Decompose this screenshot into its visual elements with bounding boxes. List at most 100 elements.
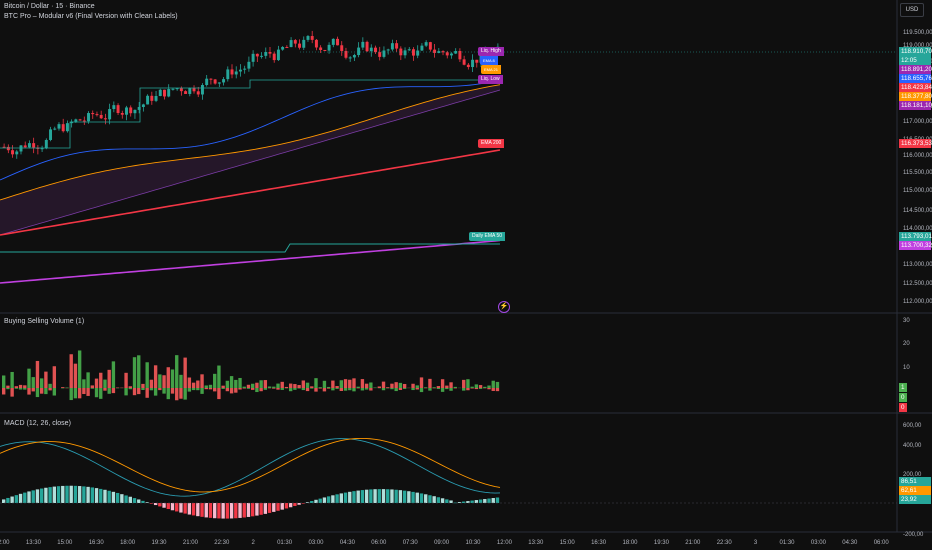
candle-body [57, 124, 61, 129]
candle-body [251, 53, 255, 62]
time-axis-tick: 16:30 [591, 540, 607, 546]
candle-body [314, 39, 318, 48]
volume-bar [196, 388, 200, 391]
volume-bar [94, 388, 99, 398]
volume-bar [263, 380, 268, 388]
macd-histogram-bar [162, 503, 166, 508]
macd-histogram-bar [453, 502, 457, 504]
price-axis-tick: 115.000,00 [903, 188, 932, 194]
macd-histogram-bar [221, 503, 225, 519]
macd-histogram-bar [487, 498, 491, 503]
volume-bar [166, 367, 170, 388]
volume-bar [305, 382, 310, 388]
candle-body [471, 59, 475, 68]
volume-bar [90, 385, 95, 388]
macd-histogram-bar [179, 503, 183, 513]
macd-histogram-bar [440, 498, 445, 503]
macd-histogram-bar [14, 495, 19, 503]
currency-button[interactable]: USD [900, 3, 924, 17]
macd-histogram-bar [196, 503, 200, 517]
volume-bar [326, 388, 331, 389]
candle-body [171, 88, 175, 90]
volume-bar [86, 388, 90, 396]
volume-bar [280, 381, 284, 388]
volume-bar [246, 388, 251, 389]
volume-bar [276, 383, 280, 388]
price-label-ema-magenta: 113.700,32 [899, 241, 932, 250]
macd-histogram-bar [466, 501, 470, 503]
volume-bar [364, 388, 369, 390]
candle-body [378, 52, 382, 57]
macd-histogram-bar [10, 496, 14, 503]
candle-body [268, 52, 272, 54]
ema-small-tag-2: EMA 21 [481, 65, 502, 74]
macd-histogram-bar [86, 486, 90, 503]
volume-bar [263, 388, 268, 390]
volume-bar [411, 388, 415, 391]
volume-bar [495, 388, 500, 392]
price-label-ema-red: 118.423,84 [899, 83, 932, 92]
price-label-daily-ema: 113.793,01 [899, 232, 932, 241]
volume-bar [449, 382, 453, 388]
volume-bar [272, 388, 276, 389]
macd-label-3: 23,92 [899, 495, 931, 504]
volume-bar [27, 388, 31, 395]
time-axis-tick: 16:30 [89, 540, 105, 546]
macd-histogram-bar [424, 494, 428, 503]
macd-panel-title[interactable]: MACD (12, 26, close) [4, 420, 71, 427]
macd-histogram-bar [82, 486, 86, 503]
volume-bar [398, 382, 403, 388]
volume-panel-title[interactable]: Buying Selling Volume (1) [4, 318, 85, 325]
volume-bar [69, 388, 73, 401]
candle-body [441, 51, 445, 53]
macd-histogram-bar [305, 502, 310, 503]
candle-body [352, 55, 356, 58]
macd-histogram-bar [432, 496, 436, 503]
volume-bar [246, 384, 251, 388]
volume-bar [145, 388, 149, 398]
volume-bar [428, 378, 432, 388]
candle-body [310, 36, 314, 40]
volume-bar [238, 388, 242, 390]
volume-bar [103, 388, 107, 391]
candle-body [40, 148, 44, 150]
macd-histogram-bar [381, 489, 386, 503]
volume-bar [495, 381, 500, 388]
volume-bar [179, 388, 183, 399]
symbol-title[interactable]: Bitcoin / Dollar · 15 · Binance [4, 3, 95, 10]
volume-bar [196, 380, 200, 388]
price-axis-tick: 114.500,00 [903, 208, 932, 214]
volume-bar [445, 385, 449, 388]
time-axis-tick: 07:30 [403, 540, 419, 546]
volume-bar [170, 388, 175, 394]
candle-body [230, 69, 234, 75]
volume-bar [424, 387, 428, 388]
volume-bar [217, 365, 221, 388]
lightning-icon[interactable]: ⚡ [498, 301, 510, 313]
volume-bar [318, 388, 322, 389]
candle-body [175, 88, 179, 90]
volume-bar [183, 357, 187, 388]
candle-body [125, 107, 128, 115]
price-axis-tick: 115.500,00 [903, 170, 932, 176]
volume-bar [352, 378, 356, 388]
indicator-title[interactable]: BTC Pro – Modular v6 (Final Version with… [4, 13, 178, 20]
candle-body [192, 87, 196, 92]
volume-bar [141, 383, 145, 388]
candle-body [319, 47, 323, 51]
volume-bar [124, 388, 128, 396]
volume-bar [348, 388, 352, 391]
volume-bar [234, 379, 238, 388]
volume-bar [462, 388, 466, 391]
time-axis-tick: 15:00 [57, 540, 73, 546]
candle-body [420, 45, 424, 51]
volume-bar [234, 388, 238, 393]
volume-bar [35, 388, 40, 398]
price-axis-tick: 113.000,00 [903, 262, 932, 268]
volume-bar [478, 388, 483, 389]
volume-bar [466, 388, 470, 391]
volume-bar [183, 388, 187, 400]
volume-bar [339, 380, 344, 388]
